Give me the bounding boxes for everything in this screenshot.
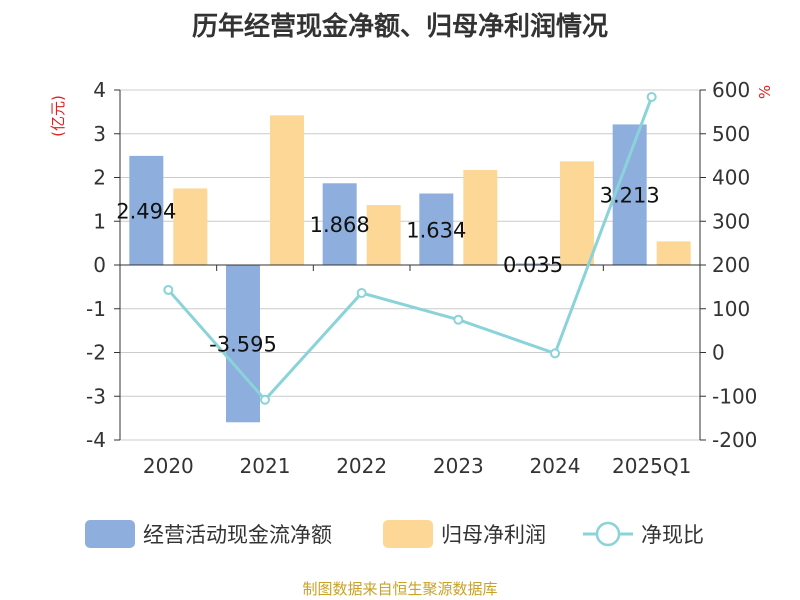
line-series [163, 92, 657, 405]
legend-label-cash-flow: 经营活动现金流净额 [143, 523, 332, 547]
legend: 经营活动现金流净额 归母净利润 净现比 [85, 520, 704, 548]
left-tick-label: 4 [93, 78, 106, 102]
right-tick-label: 300 [712, 209, 750, 233]
bar-cash-flow [516, 263, 550, 265]
category-label: 2021 [240, 454, 291, 478]
data-label: 0.035 [503, 253, 563, 277]
right-tick-label: -100 [712, 384, 757, 408]
left-tick-label: -1 [86, 297, 106, 321]
legend-swatch-cash-flow [85, 520, 135, 548]
category-label: 2025Q1 [612, 454, 691, 478]
line-point [453, 314, 464, 325]
line-point [163, 284, 174, 295]
left-tick-label: 0 [93, 253, 106, 277]
left-tick-label: -3 [86, 384, 106, 408]
bar-cash-flow [419, 193, 454, 265]
category-label: 2020 [143, 454, 194, 478]
left-tick-label: 1 [93, 209, 106, 233]
bar-cash-flow [129, 155, 164, 265]
category-label: 2024 [530, 454, 581, 478]
right-axis-unit: % [756, 85, 774, 99]
line-point [260, 394, 270, 405]
left-tick-label: -2 [86, 341, 106, 365]
bar-cash-flow [322, 183, 357, 265]
legend-label-cash-ratio: 净现比 [641, 523, 704, 547]
bar-net-profit [656, 241, 691, 265]
bar-cash-flow [226, 265, 260, 423]
left-tick-label: 3 [93, 122, 106, 146]
bar-marks [129, 115, 691, 423]
chart-title: 历年经营现金净额、归母净利润情况 [191, 12, 608, 42]
left-tick-label: -4 [86, 428, 106, 452]
data-label: 3.213 [600, 184, 660, 208]
legend-marker-cash-ratio [595, 521, 621, 547]
right-tick-label: 400 [712, 166, 750, 190]
legend-swatch-net-profit [383, 520, 433, 548]
right-tick-label: 500 [712, 122, 750, 146]
bar-net-profit [463, 170, 498, 265]
data-labels: 2.494 -3.595 1.868 1.634 0.035 3.213 [116, 184, 659, 357]
data-label: 2.494 [116, 199, 176, 223]
data-label: 1.634 [406, 218, 466, 242]
bar-cash-flow [612, 124, 647, 266]
line-point [356, 288, 367, 298]
right-tick-label: 200 [712, 253, 750, 277]
data-label: -3.595 [209, 333, 277, 357]
right-tick-label: -200 [712, 428, 757, 452]
data-label: 1.868 [310, 213, 370, 237]
axes: 4 3 2 1 0 -1 -2 -3 -4 600 500 400 300 200 100 0 -100 -200… [49, 78, 774, 478]
legend-label-net-profit: 归母净利润 [441, 523, 546, 547]
line-point [550, 348, 560, 359]
category-label: 2022 [336, 454, 387, 478]
bar-net-profit [270, 115, 304, 265]
left-axis-unit: (亿元) [49, 95, 67, 137]
right-tick-label: 0 [712, 341, 725, 365]
grid-lines [120, 89, 700, 441]
source-note: 制图数据来自恒生聚源数据库 [302, 580, 498, 598]
right-tick-label: 100 [712, 297, 750, 321]
bar-net-profit [366, 205, 401, 265]
bar-net-profit [560, 161, 594, 265]
right-tick-label: 600 [712, 78, 750, 102]
bar-net-profit [173, 188, 208, 265]
category-label: 2023 [433, 454, 484, 478]
left-tick-label: 2 [93, 166, 106, 190]
line-cash-ratio [167, 96, 654, 403]
line-point [646, 92, 657, 102]
